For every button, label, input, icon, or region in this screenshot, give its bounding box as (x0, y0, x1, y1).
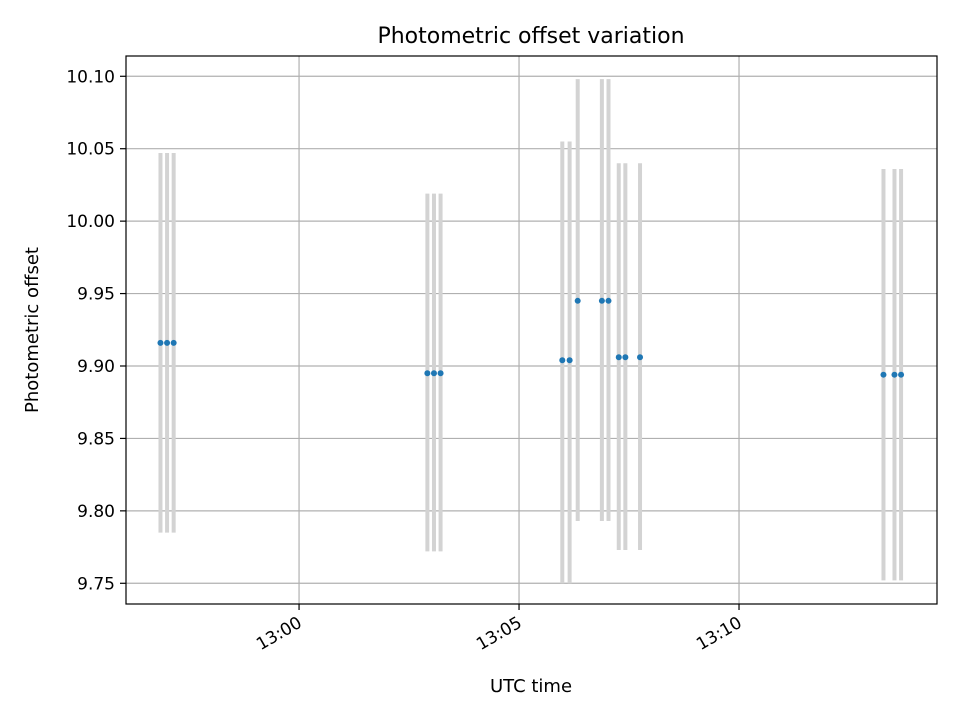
data-points (157, 297, 905, 378)
data-point (891, 371, 898, 378)
y-axis-label: Photometric offset (22, 247, 43, 413)
data-point (637, 354, 644, 361)
data-point (437, 370, 444, 377)
grid (126, 56, 937, 604)
y-tick-label: 10.05 (66, 140, 115, 160)
y-tick-label: 9.80 (77, 502, 115, 522)
data-point (880, 371, 887, 378)
y-tick-label: 9.85 (77, 429, 115, 449)
data-point (170, 339, 177, 346)
y-tick-label: 10.10 (66, 67, 115, 87)
plot-frame (125, 55, 938, 605)
x-axis-label: UTC time (490, 676, 572, 697)
data-point (898, 371, 905, 378)
data-point (430, 370, 437, 377)
y-axis-ticks: 9.75 9.80 9.85 9.90 9.95 10.00 10.05 10.10 (66, 67, 126, 594)
y-tick-label: 9.95 (77, 285, 115, 305)
data-point (598, 297, 605, 304)
data-point (622, 354, 629, 361)
data-point (605, 297, 612, 304)
data-point (574, 297, 581, 304)
data-point (164, 339, 171, 346)
y-tick-label: 9.75 (77, 574, 115, 594)
data-point (559, 357, 566, 364)
data-point (566, 357, 573, 364)
data-point (615, 354, 622, 361)
data-point (157, 339, 164, 346)
y-tick-label: 10.00 (66, 212, 115, 232)
data-point (424, 370, 431, 377)
chart-title: Photometric offset variation (377, 24, 684, 49)
y-tick-label: 9.90 (77, 357, 115, 377)
